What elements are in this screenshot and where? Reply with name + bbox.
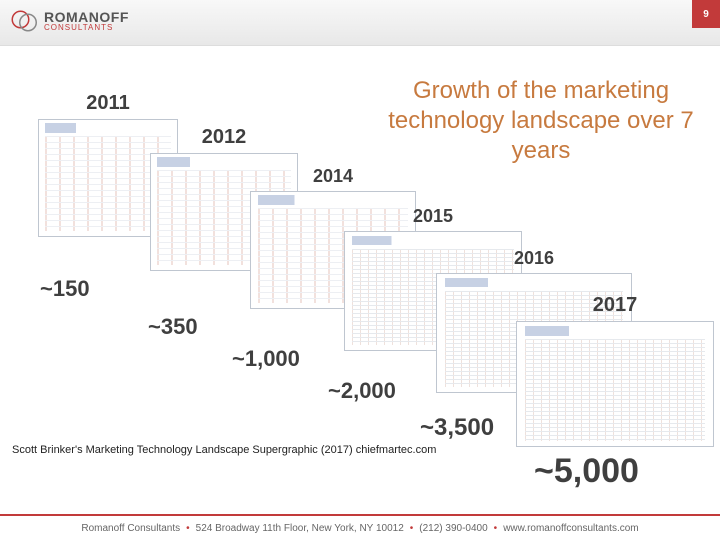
logo-sub-text: CONSULTANTS	[44, 24, 129, 32]
separator-icon: •	[494, 523, 498, 534]
year-label: 2015	[344, 206, 522, 227]
count-label: ~2,000	[328, 378, 396, 404]
footer-phone: (212) 390-0400	[419, 523, 487, 534]
page-number: 9	[692, 0, 720, 28]
year-label: 2014	[250, 166, 416, 187]
year-label: 2012	[150, 126, 298, 149]
count-label: ~5,000	[534, 452, 639, 491]
footer-address: 524 Broadway 11th Floor, New York, NY 10…	[196, 523, 404, 534]
logo-icon	[10, 6, 40, 36]
footer-url: www.romanoffconsultants.com	[503, 523, 638, 534]
logo-main-text: ROMANOFF	[44, 10, 129, 24]
year-label: 2016	[436, 248, 632, 269]
source-attribution: Scott Brinker's Marketing Technology Lan…	[12, 444, 436, 456]
logo: ROMANOFF CONSULTANTS	[10, 6, 129, 36]
footer-company: Romanoff Consultants	[81, 523, 180, 534]
slide-body: Growth of the marketing technology lands…	[0, 46, 720, 490]
slide-header: ROMANOFF CONSULTANTS 9	[0, 0, 720, 46]
separator-icon: •	[186, 523, 190, 534]
infographic-panels: 2011 ~150 2012 ~350 2014 ~1,000 2015 ~2,000 2016…	[0, 46, 720, 490]
year-label: 2011	[38, 92, 178, 115]
landscape-card	[516, 321, 714, 447]
count-label: ~150	[40, 276, 90, 302]
logo-text: ROMANOFF CONSULTANTS	[44, 10, 129, 32]
separator-icon: •	[410, 523, 414, 534]
count-label: ~3,500	[420, 414, 494, 442]
year-label: 2017	[516, 294, 714, 317]
count-label: ~1,000	[232, 346, 300, 372]
year-panel-2017: 2017	[516, 294, 714, 447]
slide-footer: Romanoff Consultants • 524 Broadway 11th…	[0, 514, 720, 540]
count-label: ~350	[148, 314, 198, 340]
